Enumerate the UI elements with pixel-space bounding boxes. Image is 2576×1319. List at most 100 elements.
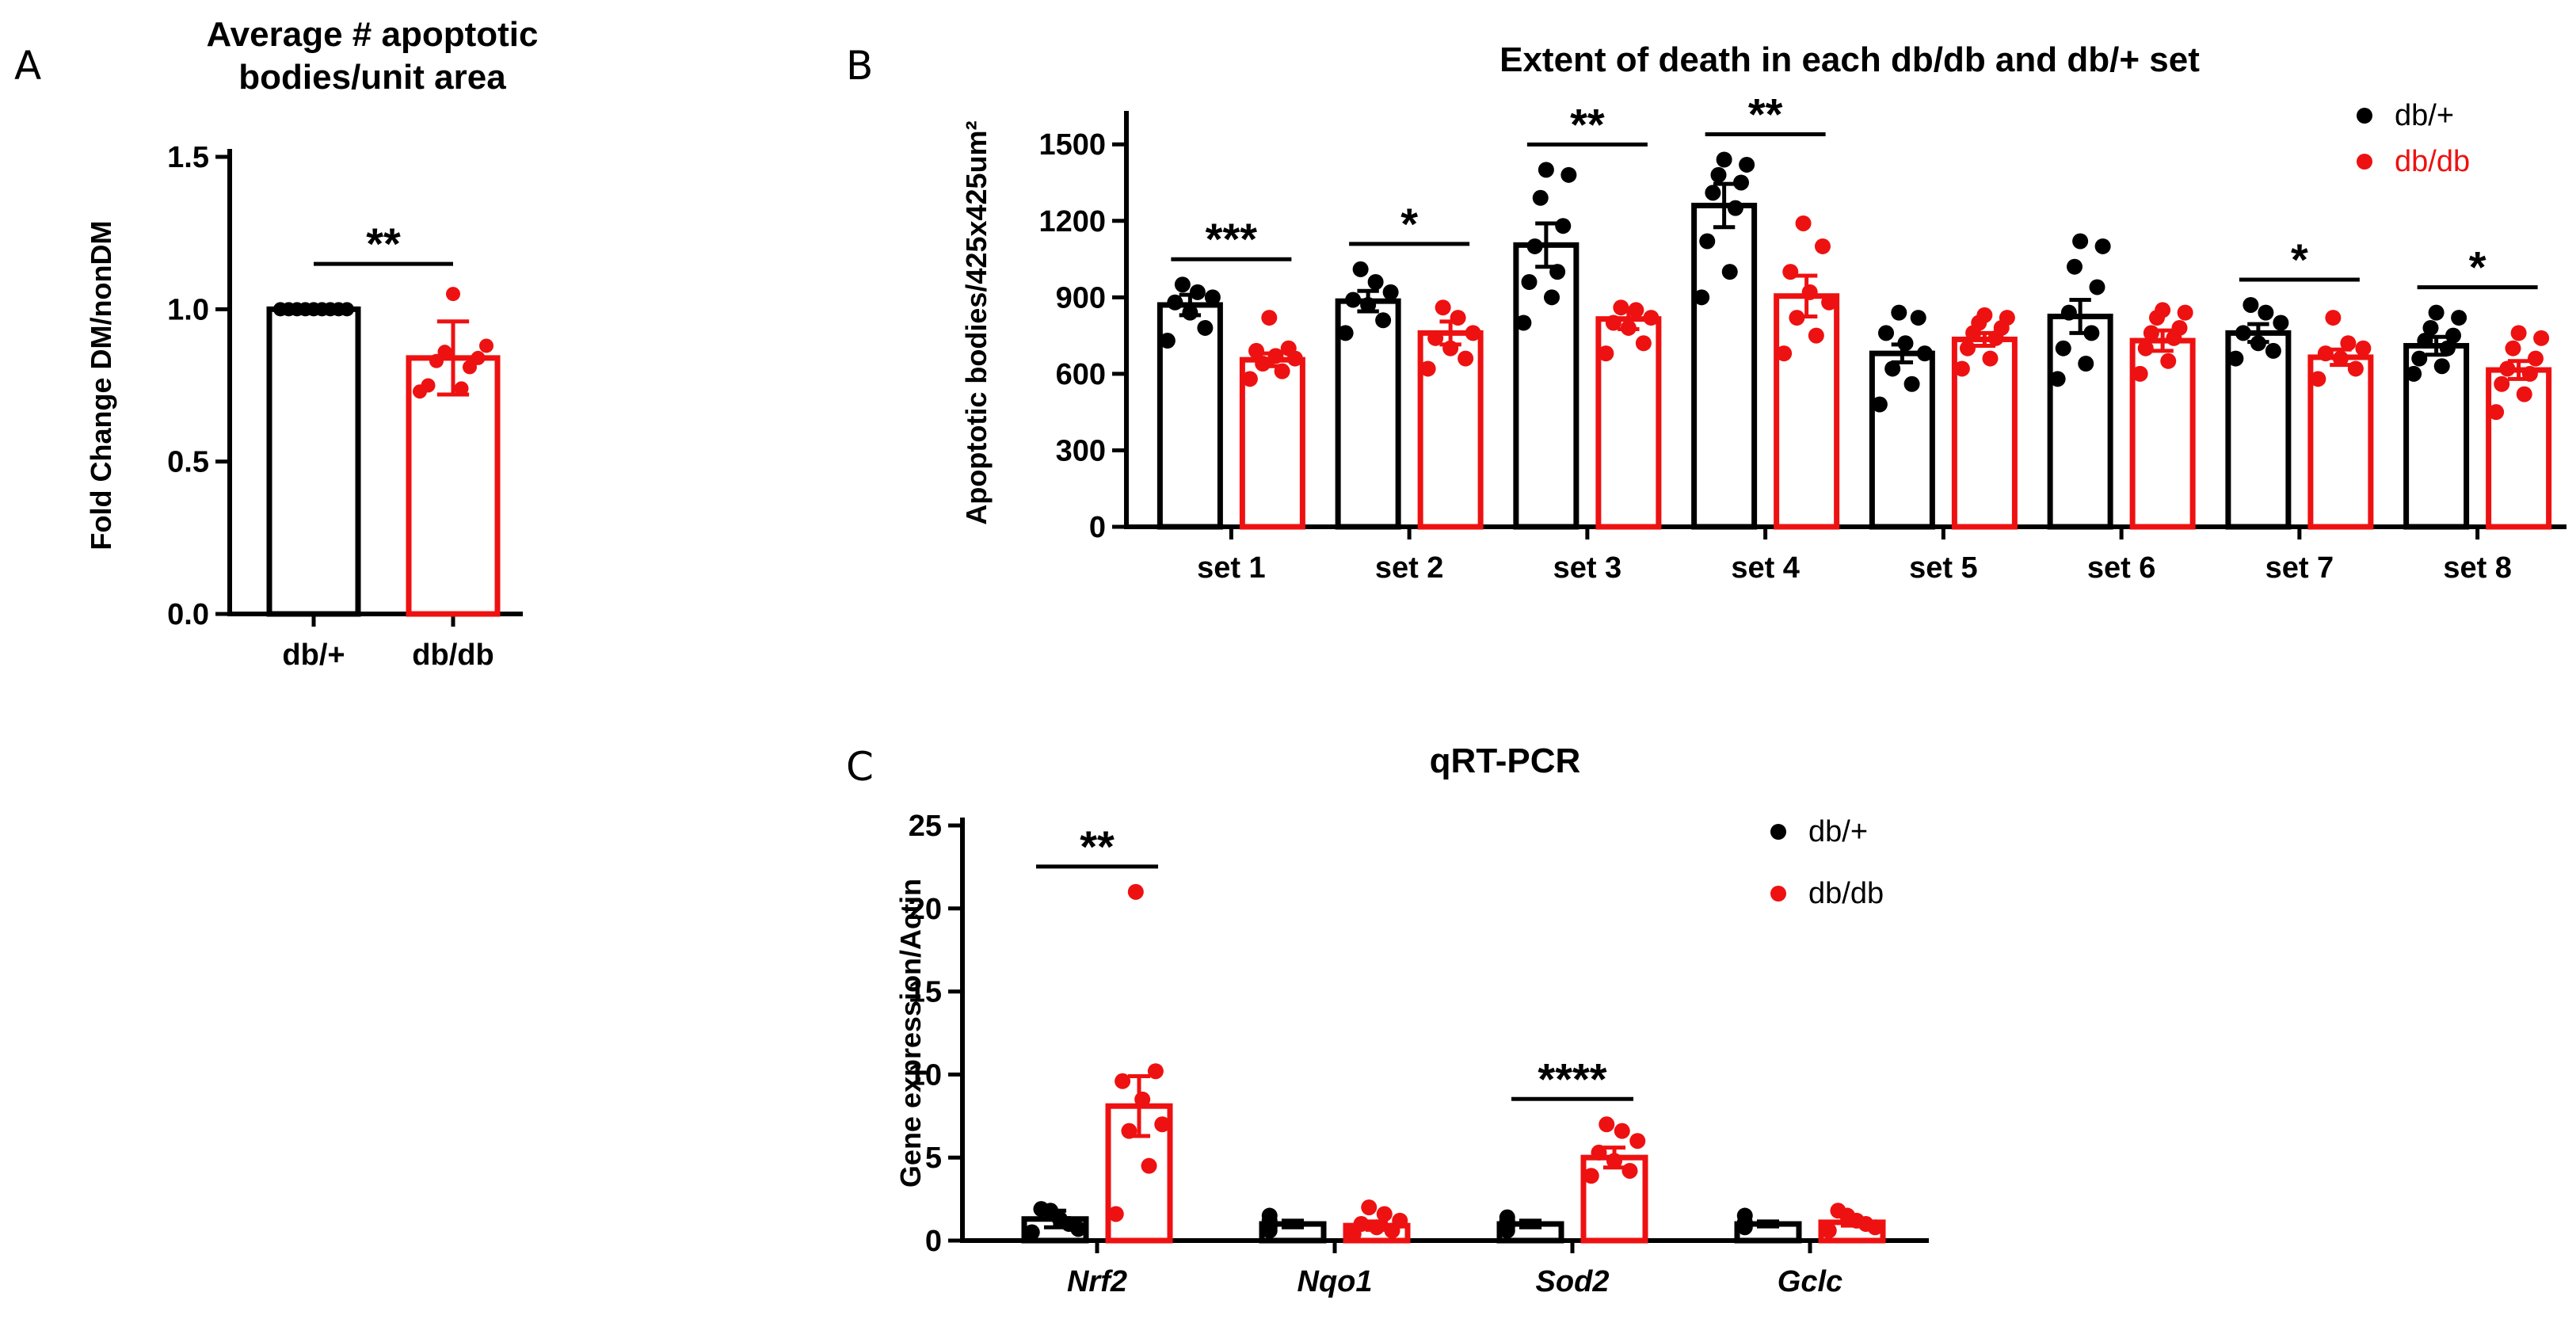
- data-point: [1635, 335, 1652, 352]
- data-point: [1532, 189, 1549, 206]
- chart-a: Average # apoptotic bodies/unit area Fold …: [85, 15, 538, 672]
- data-point: [1392, 1212, 1408, 1229]
- data-point: [2528, 350, 2544, 367]
- data-point: [1033, 1201, 1050, 1218]
- data-point: [2428, 304, 2445, 321]
- data-point: [1721, 264, 1738, 280]
- data-point: [1560, 166, 1577, 183]
- data-point: [1134, 1091, 1151, 1107]
- data-point: [1538, 162, 1554, 178]
- data-point: [2171, 319, 2188, 336]
- data-point: [1621, 1162, 1638, 1179]
- data-point: [2505, 340, 2521, 356]
- data-point: [1261, 310, 1278, 326]
- y-tick-label: 10: [909, 1058, 942, 1092]
- panel-letter-b: B: [846, 43, 873, 89]
- data-point: [2406, 365, 2422, 382]
- y-tick-label: 1.0: [167, 293, 209, 326]
- y-tick-label: 900: [1056, 281, 1106, 315]
- significance-label: **: [1748, 90, 1783, 139]
- x-category-label: set 1: [1197, 551, 1266, 585]
- panel-letter-a: A: [14, 43, 41, 89]
- data-point: [1599, 1116, 1615, 1133]
- data-point: [1248, 342, 1265, 359]
- data-point: [1167, 294, 1183, 311]
- data-point: [1376, 1206, 1393, 1222]
- data-point: [1465, 325, 1481, 341]
- data-point: [1197, 319, 1214, 336]
- data-point: [1458, 350, 1474, 367]
- data-point: [2137, 340, 2154, 356]
- data-point: [1736, 1207, 1753, 1224]
- data-point: [1023, 1224, 1040, 1241]
- data-point: [340, 302, 354, 317]
- data-point: [1953, 360, 1970, 377]
- data-point: [2310, 371, 2326, 387]
- data-point: [1910, 310, 1926, 326]
- x-category-label: set 6: [2087, 551, 2156, 585]
- bar: [1691, 202, 1758, 530]
- y-tick-label: 1200: [1038, 205, 1106, 238]
- y-tick-label: 25: [909, 810, 942, 843]
- data-point: [1739, 156, 1755, 173]
- data-point: [2445, 327, 2461, 344]
- data-point: [1147, 1063, 1164, 1080]
- y-axis-label: Gene expression/Actin: [894, 879, 927, 1187]
- data-point: [1419, 360, 1436, 377]
- data-point: [463, 360, 477, 375]
- data-point: [2273, 315, 2289, 331]
- y-tick-label: 20: [909, 893, 942, 926]
- data-point: [1820, 1222, 1837, 1239]
- data-point: [1515, 315, 1532, 331]
- data-point: [1789, 310, 1805, 326]
- data-point: [2340, 335, 2357, 352]
- data-point: [1267, 348, 1284, 364]
- data-point: [1526, 238, 1543, 254]
- significance-label: *: [1400, 199, 1418, 249]
- x-category-label: set 8: [2443, 551, 2512, 585]
- data-point: [1241, 371, 1258, 387]
- data-point: [1699, 233, 1716, 250]
- data-point: [2439, 340, 2456, 356]
- y-tick-label: 0.0: [167, 598, 209, 631]
- data-point: [1499, 1209, 1515, 1226]
- significance-label: *: [2291, 234, 2308, 284]
- data-point: [1821, 294, 1838, 311]
- data-point: [1884, 360, 1901, 377]
- x-category-label: Nrf2: [1067, 1265, 1127, 1298]
- data-point: [1204, 289, 1221, 306]
- data-point: [2347, 360, 2364, 377]
- data-point: [1353, 1216, 1370, 1233]
- data-point: [1345, 292, 1362, 308]
- data-point: [1382, 284, 1399, 300]
- data-point: [1159, 333, 1176, 349]
- data-point: [2265, 342, 2281, 359]
- data-point: [1521, 274, 1538, 290]
- data-point: [1782, 264, 1799, 280]
- legend-label: db/db: [2395, 145, 2470, 178]
- y-tick-label: 5: [925, 1142, 942, 1175]
- data-point: [1960, 340, 1976, 356]
- data-point: [1182, 304, 1198, 321]
- panel-letter-c: C: [846, 744, 874, 790]
- y-axis-label: Apoptotic bodies/425x425um²: [960, 120, 993, 524]
- data-point: [1367, 274, 1384, 290]
- legend-label: db/+: [2395, 99, 2454, 132]
- significance-label: ****: [1538, 1054, 1606, 1104]
- chart-b: Extent of death in each db/db and db/+ s…: [960, 40, 2566, 585]
- data-point: [1614, 1123, 1630, 1139]
- x-category-label: db/db: [412, 639, 493, 672]
- y-tick-label: 600: [1056, 358, 1106, 391]
- data-point: [1628, 302, 1644, 318]
- x-category-label: set 3: [1553, 551, 1622, 585]
- bar: [1774, 293, 1840, 530]
- y-tick-label: 1500: [1038, 128, 1106, 162]
- data-point: [1107, 1206, 1124, 1222]
- data-point: [1255, 356, 1271, 372]
- data-point: [1999, 310, 2015, 326]
- data-point: [2516, 386, 2532, 402]
- y-tick-label: 0.5: [167, 446, 209, 479]
- data-point: [2488, 404, 2505, 421]
- data-point: [2521, 365, 2538, 382]
- data-point: [307, 302, 321, 317]
